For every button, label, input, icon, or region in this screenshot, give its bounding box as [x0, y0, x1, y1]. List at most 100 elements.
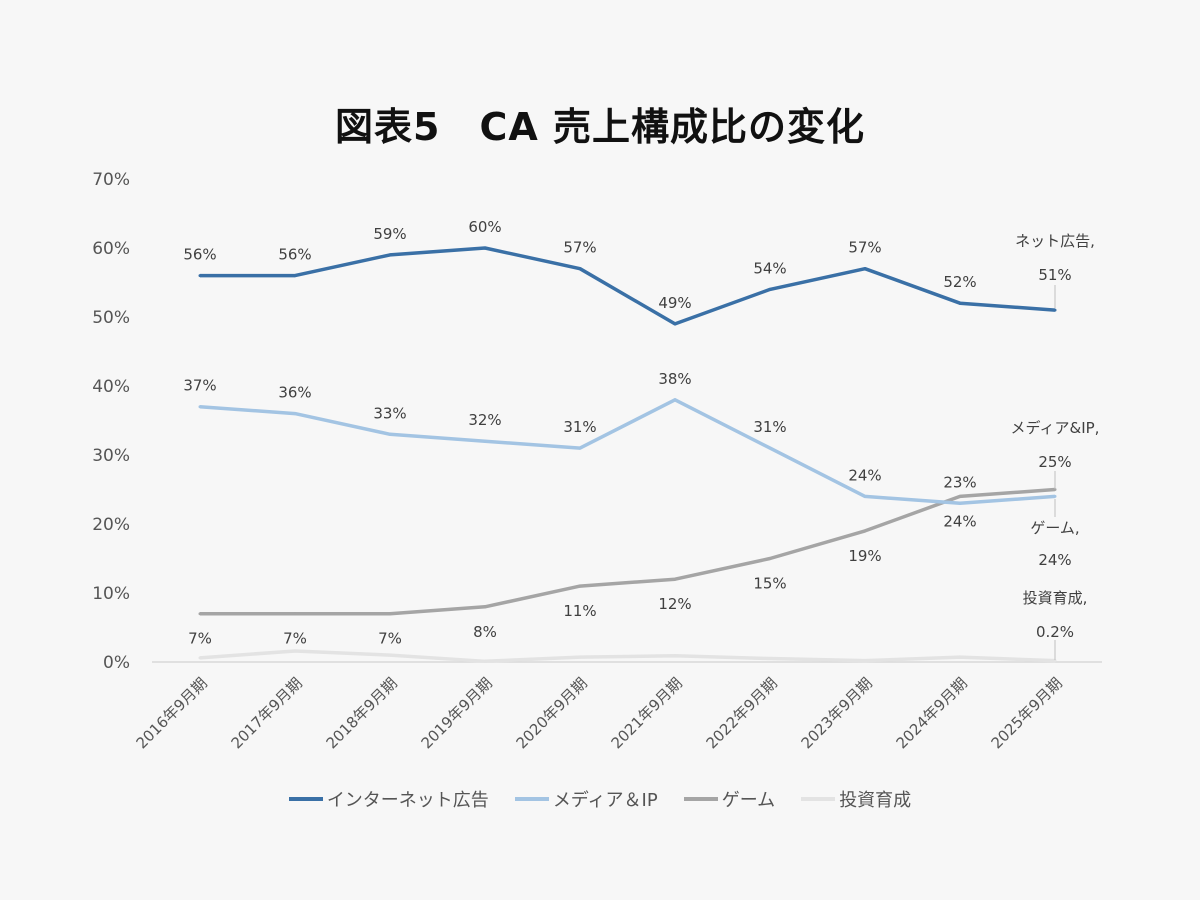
data-point: [198, 274, 202, 278]
x-tick-label: 2023年9月期: [798, 674, 876, 752]
series-line: [200, 246, 1056, 326]
data-point: [578, 584, 582, 588]
data-label: 37%: [183, 377, 216, 395]
data-point: [673, 577, 677, 581]
x-tick-label: 2024年9月期: [893, 674, 971, 752]
data-label: 31%: [563, 418, 596, 436]
data-point: [768, 287, 772, 291]
data-label: 8%: [473, 623, 497, 641]
data-point: [1053, 494, 1057, 498]
end-label-value: 51%: [1038, 266, 1071, 284]
data-point: [388, 432, 392, 436]
data-point: [483, 439, 487, 443]
legend-swatch: [683, 797, 718, 801]
legend-swatch: [801, 797, 836, 801]
legend-item: インターネット広告: [288, 786, 489, 812]
x-tick-label: 2022年9月期: [703, 674, 781, 752]
data-point: [293, 649, 297, 653]
data-label: 23%: [943, 473, 976, 491]
end-label-value: 24%: [1038, 551, 1071, 569]
x-tick-label: 2019年9月期: [418, 674, 496, 752]
data-point: [578, 655, 582, 659]
data-point: [198, 656, 202, 660]
data-label: 54%: [753, 259, 786, 277]
y-tick-label: 0%: [103, 653, 130, 673]
legend-label: メディア＆IP: [552, 790, 658, 811]
data-point: [863, 494, 867, 498]
data-label: 19%: [848, 547, 881, 565]
x-tick-label: 2025年9月期: [988, 674, 1066, 752]
data-label: 15%: [753, 575, 786, 593]
data-point: [388, 253, 392, 257]
data-point: [578, 267, 582, 271]
legend: インターネット広告 メディア＆IP ゲーム 投資育成: [0, 786, 1200, 812]
data-point: [483, 605, 487, 609]
data-point: [768, 657, 772, 661]
data-point: [673, 398, 677, 402]
data-point: [1053, 488, 1057, 491]
end-label-name: ゲーム,: [1030, 519, 1079, 537]
x-tick-label: 2018年9月期: [323, 674, 401, 752]
chart-title: 図表5 CA 売上構成比の変化: [335, 105, 865, 149]
x-tick-label: 2017年9月期: [228, 674, 306, 752]
data-label: 12%: [658, 595, 691, 613]
y-tick-label: 70%: [92, 170, 130, 190]
data-label: 36%: [278, 384, 311, 402]
data-point: [293, 612, 297, 616]
data-label: 7%: [378, 630, 402, 648]
data-label: 59%: [373, 225, 406, 243]
data-point: [483, 246, 487, 250]
data-label: 56%: [183, 246, 216, 264]
legend-item: メディア＆IP: [514, 786, 658, 812]
end-label-value: 25%: [1038, 453, 1071, 471]
y-tick-label: 60%: [92, 239, 130, 259]
legend-swatch: [514, 797, 549, 801]
data-point: [198, 405, 202, 409]
end-label-value: 0.2%: [1036, 623, 1074, 641]
x-tick-label: 2016年9月期: [133, 674, 211, 752]
data-point: [198, 612, 202, 616]
y-tick-label: 20%: [92, 515, 130, 535]
data-label: 32%: [468, 411, 501, 429]
data-point: [673, 654, 677, 658]
data-point: [958, 501, 962, 505]
series-line: [199, 649, 1056, 664]
y-tick-label: 50%: [92, 308, 130, 328]
data-point: [768, 557, 772, 560]
data-point: [388, 612, 392, 616]
data-point: [958, 655, 962, 659]
x-tick-label: 2020年9月期: [513, 674, 591, 752]
legend-item: ゲーム: [683, 786, 776, 812]
data-point: [1053, 659, 1057, 663]
data-label: 57%: [563, 239, 596, 257]
data-point: [483, 659, 487, 663]
y-tick-label: 10%: [92, 584, 130, 604]
y-tick-label: 40%: [92, 377, 130, 397]
end-label-name: ネット広告,: [1015, 232, 1095, 250]
data-point: [673, 322, 677, 326]
data-point: [863, 529, 867, 533]
data-point: [958, 494, 962, 498]
data-point: [293, 412, 297, 416]
series-line: [199, 398, 1056, 506]
data-label: 60%: [468, 218, 501, 236]
legend-label: ゲーム: [721, 790, 776, 811]
legend-swatch: [288, 797, 323, 801]
data-point: [863, 659, 867, 663]
data-point: [958, 301, 962, 305]
end-label-name: メディア&IP,: [1011, 419, 1100, 437]
data-point: [768, 446, 772, 450]
data-label: 7%: [188, 630, 212, 648]
end-label-name: 投資育成,: [1023, 589, 1088, 607]
series-line: [200, 487, 1056, 616]
data-label: 52%: [943, 273, 976, 291]
legend-label: インターネット広告: [326, 790, 489, 811]
data-label: 57%: [848, 239, 881, 257]
legend-label: 投資育成: [839, 790, 912, 811]
data-point: [388, 653, 392, 657]
data-label: 49%: [658, 294, 691, 312]
legend-item: 投資育成: [801, 786, 911, 812]
data-label: 24%: [848, 466, 881, 484]
data-point: [863, 267, 867, 271]
